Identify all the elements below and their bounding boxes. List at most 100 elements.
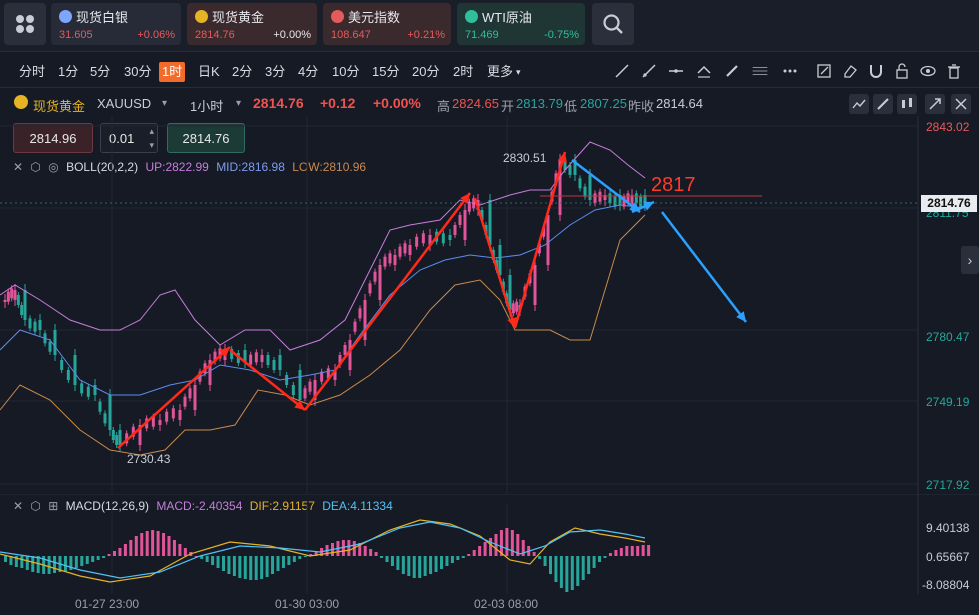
macd-histogram-bar (129, 540, 133, 556)
macd-chart[interactable] (0, 494, 979, 594)
timeframe-tab[interactable]: 日K (198, 64, 220, 79)
timeframe-tab[interactable]: 2时 (453, 64, 474, 79)
candle (363, 300, 367, 340)
macd-histogram-bar (227, 556, 231, 574)
ticker-card[interactable]: 现货黄金 2814.76 +0.00% (187, 3, 317, 45)
more-tools-icon[interactable] (782, 63, 798, 79)
fibonacci-tool-icon[interactable] (752, 63, 768, 79)
macd-close-icon[interactable]: ✕ (13, 499, 24, 513)
lot-decrease-icon[interactable]: ▾ (149, 140, 154, 150)
side-panel-toggle[interactable]: › (961, 246, 979, 274)
trash-icon[interactable] (946, 63, 962, 79)
chevron-right-icon: › (967, 252, 973, 268)
timeframe-tab[interactable]: 5分 (90, 64, 111, 79)
candle (38, 320, 42, 330)
close-chart-button[interactable] (951, 94, 971, 114)
eye-icon[interactable] (920, 63, 936, 79)
price-chart[interactable] (0, 116, 979, 494)
timeframe-tab[interactable]: 30分 (124, 64, 152, 79)
high-value: 2824.65 (452, 96, 499, 111)
candle (23, 290, 27, 320)
boll-settings-icon[interactable]: ⬡ (30, 160, 41, 174)
candle (320, 371, 324, 382)
magnet-icon[interactable] (868, 63, 884, 79)
edit-note-icon[interactable] (816, 63, 832, 79)
prev-close-label: 昨收 (628, 99, 655, 114)
pen-tool-icon[interactable] (724, 63, 740, 79)
symbol-cn[interactable]: 现货黄金 (33, 99, 86, 114)
timeframe-tab[interactable]: 4分 (298, 64, 319, 79)
macd-histogram-bar (156, 531, 160, 556)
forecast-arrow-head (643, 201, 654, 211)
macd-histogram-bar (249, 556, 253, 580)
macd-value: MACD:-2.40354 (156, 499, 243, 513)
horizontal-line-tool-icon[interactable] (668, 63, 684, 79)
y-axis-label: 2717.92 (926, 478, 970, 492)
macd-histogram-bar (107, 554, 111, 556)
macd-settings-icon[interactable]: ⬡ (30, 499, 41, 513)
draw-button[interactable] (873, 94, 893, 114)
macd-histogram-bar (162, 533, 166, 556)
timeframe-tab[interactable]: 20分 (412, 64, 440, 79)
timeframe-tab[interactable]: 1分 (58, 64, 79, 79)
timeframe-tab[interactable]: 2分 (232, 64, 253, 79)
macd-histogram-bar (243, 556, 247, 579)
macd-histogram-bar (298, 556, 302, 559)
ticker-name: 现货黄金 (212, 9, 265, 25)
period-select[interactable]: 1小时 (190, 99, 224, 114)
macd-histogram-bar (134, 536, 138, 556)
apps-menu-button[interactable] (4, 3, 46, 45)
symbol-code[interactable]: XAUUSD (97, 96, 152, 111)
indicator-button[interactable] (849, 94, 869, 114)
macd-expand-icon[interactable]: ⊞ (48, 499, 59, 513)
macd-histogram-bar (440, 556, 443, 569)
timeframe-tab[interactable]: 更多 (487, 64, 514, 79)
candle (213, 351, 217, 362)
low-label: 低 (564, 99, 578, 114)
ticker-name: WTI原油 (482, 9, 532, 25)
x-axis-label: 01-30 03:00 (275, 597, 340, 611)
lot-increase-icon[interactable]: ▴ (149, 126, 154, 136)
search-button[interactable] (592, 3, 634, 45)
macd-histogram-bar (385, 556, 389, 562)
boll-close-icon[interactable]: ✕ (13, 160, 24, 174)
macd-histogram-bar (102, 556, 106, 558)
period-dropdown-icon[interactable]: ▾ (236, 98, 242, 109)
candle (488, 200, 492, 245)
sell-price-button[interactable]: 2814.96 (13, 123, 93, 153)
trend-line-tool-icon[interactable] (614, 63, 630, 79)
candle (533, 265, 537, 305)
macd-histogram-bar (456, 556, 460, 560)
candle (193, 385, 197, 410)
timeframe-tab[interactable]: 3分 (265, 64, 286, 79)
buy-price-button[interactable]: 2814.76 (167, 123, 245, 153)
candle-type-button[interactable] (897, 94, 917, 114)
ticker-card[interactable]: WTI原油 71.469 -0.75% (457, 3, 585, 45)
candle (578, 178, 582, 189)
candle (272, 360, 276, 370)
symbol-dropdown-icon[interactable]: ▾ (162, 98, 168, 109)
ticker-card[interactable]: 美元指数 108.647 +0.21% (323, 3, 451, 45)
expand-button[interactable] (925, 94, 945, 114)
candle (626, 193, 630, 204)
timeframe-tab[interactable]: 分时 (19, 64, 46, 79)
lock-icon[interactable] (894, 63, 910, 79)
timeframe-tab[interactable]: 10分 (332, 64, 360, 79)
macd-histogram-bar (194, 556, 198, 557)
more-dropdown-icon[interactable]: ▾ (516, 67, 521, 77)
boll-visibility-icon[interactable]: ◎ (48, 160, 59, 174)
ticker-card[interactable]: 现货白银 31.605 +0.06% (51, 3, 181, 45)
timeframe-tab[interactable]: 1时 (159, 62, 186, 82)
candle (463, 210, 467, 240)
macd-histogram-bar (608, 553, 612, 556)
candle (230, 349, 234, 359)
macd-histogram-bar (36, 556, 40, 573)
timeframe-tab[interactable]: 15分 (372, 64, 400, 79)
lot-size-input[interactable]: 0.01 ▴ ▾ (100, 123, 158, 153)
candle (393, 255, 397, 265)
eraser-icon[interactable] (842, 63, 858, 79)
ray-tool-icon[interactable] (641, 63, 657, 79)
macd-histogram-bar (614, 550, 618, 556)
macd-histogram-bar (74, 556, 78, 568)
price-channel-tool-icon[interactable] (696, 63, 712, 79)
